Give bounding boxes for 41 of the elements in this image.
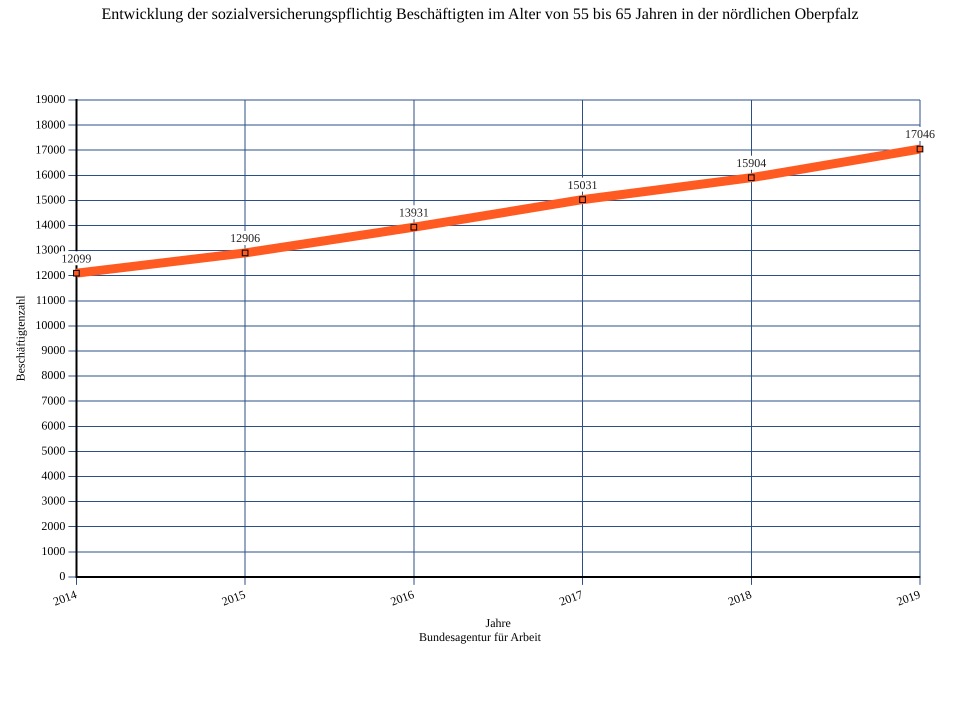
y-tick-label: 19000 xyxy=(35,92,66,106)
y-tick-label: 6000 xyxy=(41,418,66,432)
y-tick-label: 9000 xyxy=(41,343,66,358)
y-tick-label: 15000 xyxy=(35,192,66,207)
point xyxy=(579,196,586,203)
x-tick-label: 2014 xyxy=(51,587,79,609)
data-label: 12906 xyxy=(230,231,260,246)
text: Bundesagentur für Arbeit xyxy=(418,630,542,645)
y-tick-label: 2000 xyxy=(41,518,66,533)
y-tick-label: 12000 xyxy=(35,268,66,282)
y-tick-label: 5000 xyxy=(41,444,66,458)
point xyxy=(410,224,418,231)
x-tick-label: 2018 xyxy=(726,587,754,609)
y-tick-label: 7000 xyxy=(41,393,66,408)
data-label: 12099 xyxy=(61,251,92,266)
y-tick-label: 11000 xyxy=(36,292,66,307)
y-tick-label: 8000 xyxy=(41,368,66,382)
y-tick-label: 1000 xyxy=(41,544,66,558)
y-tick-label: 4000 xyxy=(41,468,66,483)
point xyxy=(73,270,80,277)
point xyxy=(242,250,248,256)
y-tick-label: 10000 xyxy=(35,318,66,332)
x-tick-label: 2019 xyxy=(894,587,922,609)
y-tick-label: 14000 xyxy=(35,218,66,232)
y-tick-label: 0 xyxy=(59,569,66,584)
y-tick-label: 3000 xyxy=(41,494,66,508)
data-label: 13931 xyxy=(398,205,429,220)
y-tick-label: 16000 xyxy=(35,167,66,182)
x-axis-title: Jahre xyxy=(486,616,511,630)
x-tick-label: 2016 xyxy=(388,587,416,609)
y-tick-label: 17000 xyxy=(35,142,66,156)
x-tick-label: 2015 xyxy=(220,587,248,609)
point xyxy=(916,146,924,152)
data-label: 15904 xyxy=(736,156,766,170)
y-tick-label: 18000 xyxy=(35,117,66,132)
x-tick-label: 2017 xyxy=(557,587,585,609)
y-axis-title: Beschäftigtenzahl xyxy=(13,294,28,382)
data-label: 15031 xyxy=(568,178,598,192)
chart-title: Entwicklung der sozialversicherungspflichtig Beschäftigten im Alter von 55 bis 65 Jahren in der nördlichen Oberpfalz xyxy=(100,6,860,24)
data-label: 17046 xyxy=(905,127,935,142)
point xyxy=(748,174,755,182)
